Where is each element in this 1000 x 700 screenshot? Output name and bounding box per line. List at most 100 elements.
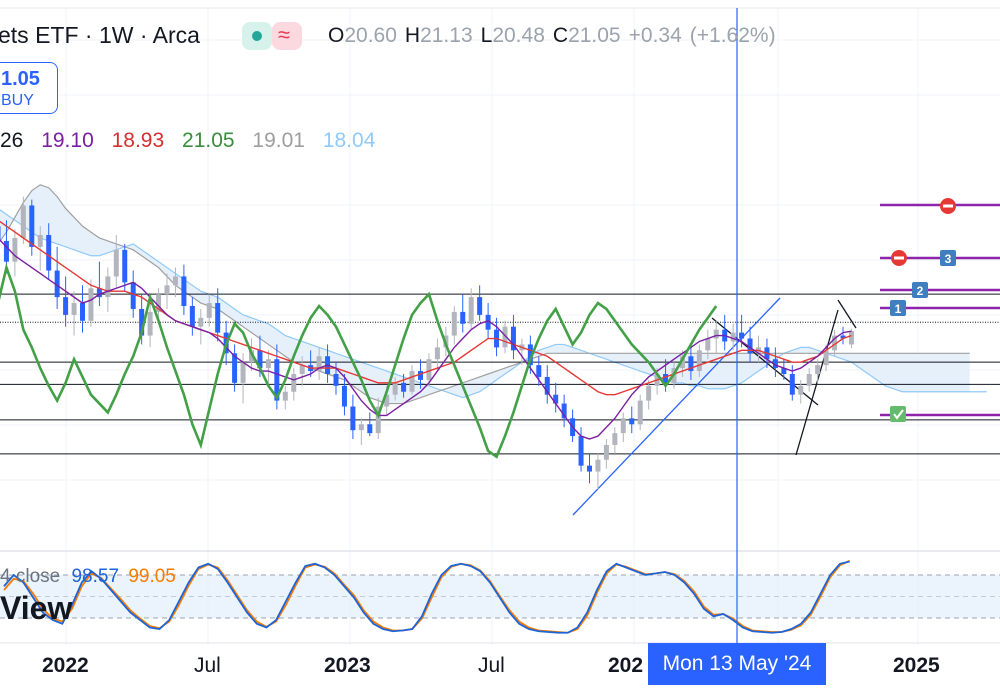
candle-body-28	[232, 353, 238, 383]
low-value: 20.48	[492, 24, 545, 47]
candle-body-33	[274, 359, 280, 401]
candle-body-54	[451, 311, 457, 336]
candle-body-72	[603, 444, 609, 460]
candle-body-31	[257, 350, 263, 369]
candle-body-97	[815, 365, 821, 374]
candle-body-51	[426, 359, 432, 380]
low-label: L	[480, 24, 493, 47]
ichimoku-lines	[0, 220, 852, 459]
candle-body-35	[291, 374, 297, 392]
candle-body-71	[595, 459, 601, 472]
change-percent: (+1.62%)	[689, 24, 776, 47]
candle-body-55	[460, 311, 466, 324]
trend-line-0	[572, 297, 781, 516]
candle-body-49	[409, 371, 415, 392]
horizontal-levels[interactable]	[0, 293, 1000, 455]
candle-body-70	[587, 465, 592, 472]
candle-body-20	[164, 285, 170, 295]
candle-body-40	[333, 374, 339, 386]
candle-body-10	[80, 303, 85, 321]
candle-body-5	[37, 235, 43, 247]
candle-body-42	[350, 406, 356, 431]
symbol-title: ets ETF · 1W · Arca	[0, 22, 200, 48]
green-dot-icon	[252, 31, 262, 41]
candle-body-13	[105, 276, 111, 298]
candle-body-60	[502, 326, 508, 348]
change-value: +0.34	[628, 24, 682, 47]
wave-badge[interactable]: ≈	[272, 22, 302, 50]
indicator-value-3: 21.05	[182, 129, 235, 152]
tenkan-line	[0, 239, 852, 440]
candle-body-22	[181, 276, 187, 306]
candle-body-56	[468, 297, 474, 324]
candle-body-82	[688, 356, 694, 372]
candle-body-83	[696, 350, 702, 372]
x-axis-label-jul-2022: Jul	[194, 654, 221, 677]
candle-body-46	[384, 394, 390, 407]
candle-body-30	[249, 350, 254, 363]
candle-body-94	[789, 374, 795, 395]
candle-body-93	[781, 368, 787, 374]
status-dot-badge[interactable]	[242, 22, 272, 50]
candle-body-43	[358, 424, 364, 431]
trend-line-2	[795, 309, 839, 456]
order-markers[interactable]: 3 2 1	[880, 198, 1000, 422]
stochastic-pane	[0, 559, 1000, 634]
crosshair-date-label: Mon 13 May '24	[648, 643, 826, 685]
candle-body-66	[553, 394, 559, 404]
candle-body-98	[823, 350, 829, 366]
order-number-badge-3	[912, 282, 928, 298]
candle-body-50	[418, 371, 423, 380]
ohlc-readout: O20.60 H21.13 L20.48 C21.05 +0.34 (+1.62%)	[328, 24, 784, 48]
stochastic-d-value: 99.05	[128, 566, 176, 587]
candle-body-99	[832, 335, 838, 351]
candle-body-32	[265, 359, 271, 369]
candle-body-61	[510, 326, 516, 351]
candle-body-12	[96, 288, 102, 298]
order-number-badge-4	[890, 300, 906, 316]
candle-body-44	[367, 424, 373, 434]
wave-icon: ≈	[278, 22, 291, 47]
high-value: 21.13	[420, 24, 473, 47]
candle-body-84	[705, 338, 711, 351]
close-value: 21.05	[568, 24, 621, 47]
candle-body-87	[730, 332, 736, 342]
kijun-line	[0, 220, 852, 396]
order-number-badge-2	[940, 250, 956, 266]
candle-body-36	[299, 365, 305, 374]
candle-body-74	[620, 418, 626, 434]
candle-body-81	[679, 356, 685, 369]
candle-body-89	[747, 338, 753, 354]
trend-lines[interactable]	[572, 297, 857, 516]
candle-body-18	[147, 311, 153, 336]
indicator-value-5: 18.04	[322, 129, 376, 152]
open-label: O	[328, 24, 345, 47]
indicator-value-0: 26	[0, 129, 24, 152]
candle-body-41	[341, 385, 347, 407]
candle-body-23	[189, 306, 195, 327]
stochastic-legend: 4 close 98.57 99.05	[0, 566, 176, 588]
candle-body-25	[206, 303, 212, 318]
cancel-order-bar-0	[943, 204, 953, 208]
senkou-span-b	[0, 184, 970, 405]
stochastic-d-line	[3, 559, 851, 634]
candle-body-1	[3, 240, 9, 262]
candle-body-75	[629, 418, 635, 425]
candle-body-15	[122, 249, 128, 283]
candle-body-64	[536, 365, 542, 377]
indicator-value-1: 19.10	[41, 129, 94, 152]
candle-body-101	[848, 331, 854, 345]
watermark-logo: View	[0, 590, 73, 626]
candle-body-48	[401, 382, 407, 392]
buy-button[interactable]: 1.05 BUY	[0, 62, 58, 114]
chikou-line	[0, 263, 718, 459]
candle-body-73	[612, 433, 618, 445]
check-badge-icon	[890, 406, 906, 422]
trend-line-3	[837, 299, 857, 329]
close-label: C	[552, 24, 569, 47]
candle-body-2	[12, 238, 18, 262]
open-value: 20.60	[344, 24, 397, 47]
candle-body-85	[713, 329, 719, 339]
